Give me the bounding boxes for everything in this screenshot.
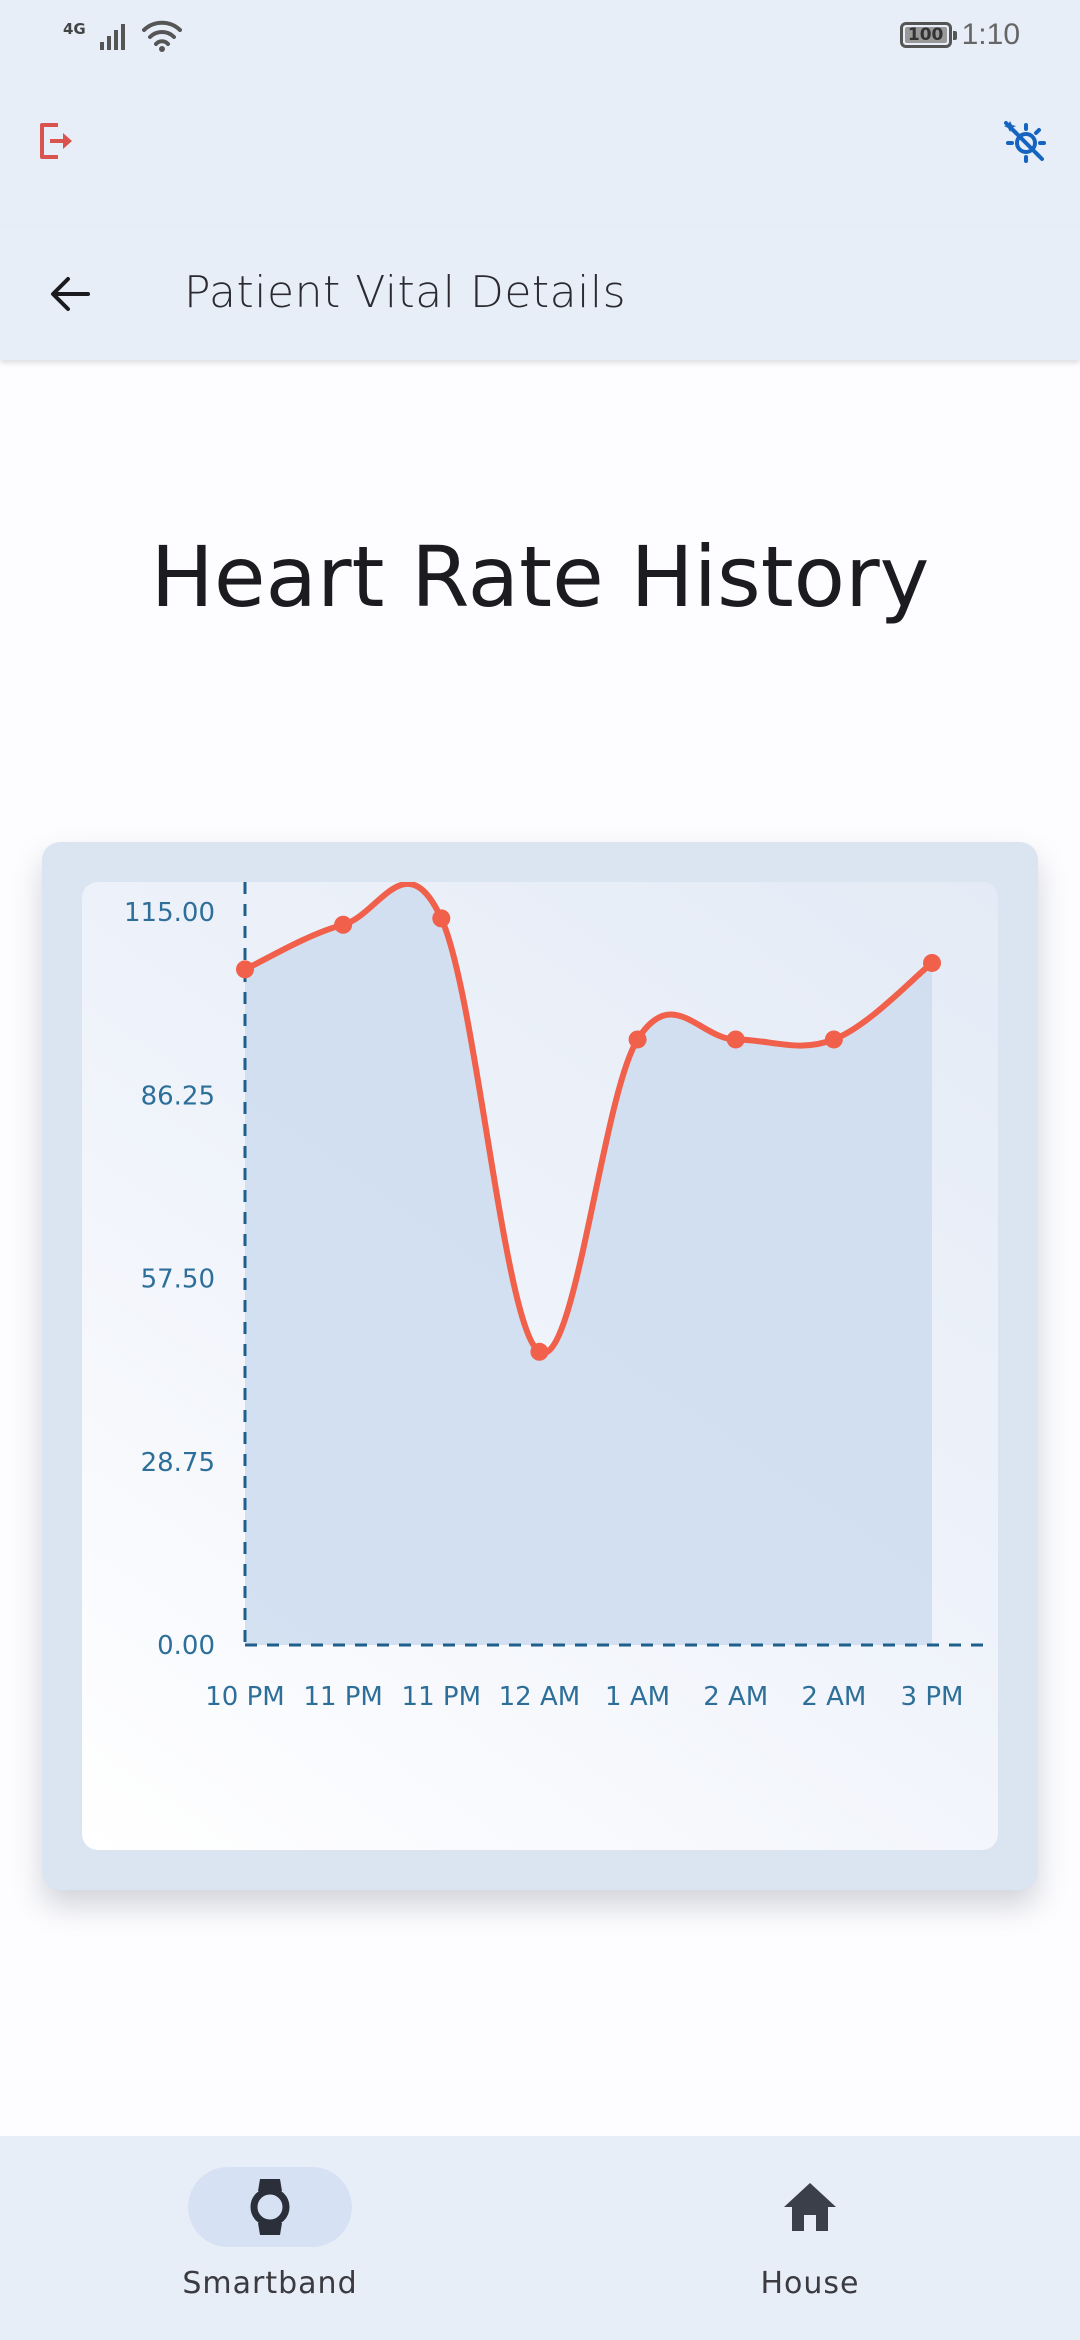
- x-tick-label: 11 PM: [402, 1682, 481, 1712]
- data-point: [236, 960, 254, 979]
- y-tick-label: 0.00: [157, 1631, 215, 1661]
- chart-heading: Heart Rate History: [150, 528, 930, 626]
- y-tick-label: 28.75: [141, 1448, 215, 1478]
- status-icons-left: [60, 18, 184, 54]
- x-tick-label: 2 AM: [801, 1682, 866, 1712]
- data-point: [726, 1030, 745, 1049]
- data-point: [923, 953, 941, 972]
- x-tick-label: 2 AM: [703, 1682, 768, 1712]
- data-point: [530, 1342, 549, 1361]
- battery-level: 100: [907, 24, 944, 45]
- heart-rate-chart: 0.00 28.75 57.50 86.25 115.00 10 PM 11 PM 11 PM…: [124, 882, 990, 1712]
- watch-icon: [250, 2179, 290, 2235]
- network-type: 4G: [63, 20, 86, 38]
- y-tick-label: 86.25: [141, 1081, 215, 1111]
- y-tick-label: 57.50: [141, 1265, 215, 1295]
- heart-rate-line: [242, 882, 935, 1356]
- chart-panel: 0.00 28.75 57.50 86.25 115.00 10 PM 11 PM 11 PM…: [82, 882, 998, 1850]
- data-point: [824, 1030, 843, 1049]
- nav-label-house: House: [760, 2266, 860, 2301]
- wifi-icon: [142, 20, 182, 52]
- x-tick-label: 1 AM: [605, 1682, 670, 1712]
- top-action-bar: [0, 75, 1080, 225]
- x-tick-label: 3 PM: [901, 1682, 964, 1712]
- chart-area-fill: [245, 883, 932, 1645]
- app-bar: Patient Vital Details: [0, 225, 1080, 360]
- x-tick-label: 11 PM: [303, 1682, 382, 1712]
- x-tick-label: 12 AM: [499, 1682, 581, 1712]
- nav-item-house[interactable]: House: [660, 2136, 960, 2340]
- theme-toggle-icon[interactable]: [1000, 117, 1048, 165]
- nav-item-smartband[interactable]: Smartband: [120, 2136, 420, 2340]
- logout-icon[interactable]: [36, 119, 80, 163]
- nav-label-smartband: Smartband: [182, 2266, 358, 2301]
- y-tick-label: 115.00: [124, 898, 215, 928]
- home-icon: [784, 2183, 836, 2231]
- status-icons-right: 100 1:10: [899, 18, 1020, 52]
- chart-card: 0.00 28.75 57.50 86.25 115.00 10 PM 11 PM 11 PM…: [42, 842, 1038, 1890]
- data-point: [334, 915, 353, 934]
- page-title: Patient Vital Details: [184, 267, 627, 318]
- x-tick-label: 10 PM: [205, 1682, 284, 1712]
- signal-icon: [100, 24, 125, 50]
- data-point: [432, 909, 451, 928]
- battery-icon: 100: [899, 22, 957, 48]
- bottom-navigation: Smartband House: [0, 2136, 1080, 2340]
- status-time: 1:10: [961, 18, 1020, 51]
- status-bar: 4G 100 1:10: [0, 0, 1080, 75]
- data-point: [628, 1030, 647, 1049]
- back-arrow-icon[interactable]: [44, 268, 96, 320]
